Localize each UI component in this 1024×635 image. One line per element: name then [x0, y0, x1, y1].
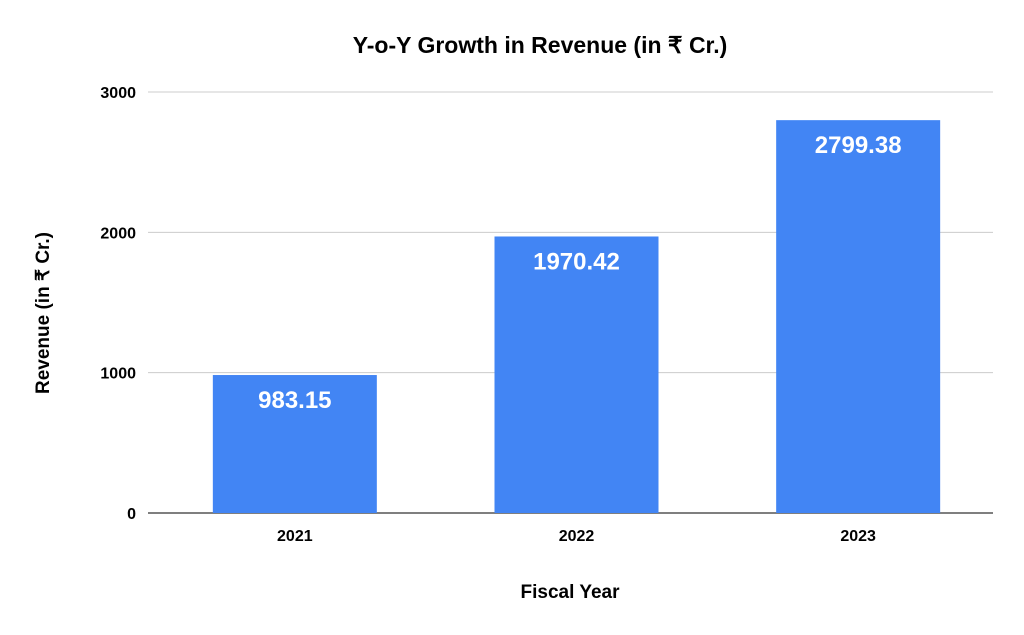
x-tick-label: 2021	[277, 528, 313, 545]
y-tick-label: 3000	[100, 85, 136, 102]
data-label: 983.15	[258, 387, 331, 414]
chart-title: Y-o-Y Growth in Revenue (in ₹ Cr.)	[353, 32, 728, 58]
y-axis-label: Revenue (in ₹ Cr.)	[33, 232, 54, 394]
x-tick-label: 2022	[559, 528, 595, 545]
bar-2022	[494, 236, 659, 514]
x-tick-label: 2023	[840, 528, 876, 545]
y-tick-label: 2000	[100, 225, 136, 242]
bar-2021	[212, 375, 377, 513]
x-axis-label: Fiscal Year	[521, 582, 621, 603]
bar-2023	[776, 120, 941, 513]
data-label: 1970.42	[533, 248, 620, 275]
y-tick-label: 0	[127, 506, 136, 523]
y-tick-label: 1000	[100, 366, 136, 383]
data-label: 2799.38	[815, 132, 902, 159]
